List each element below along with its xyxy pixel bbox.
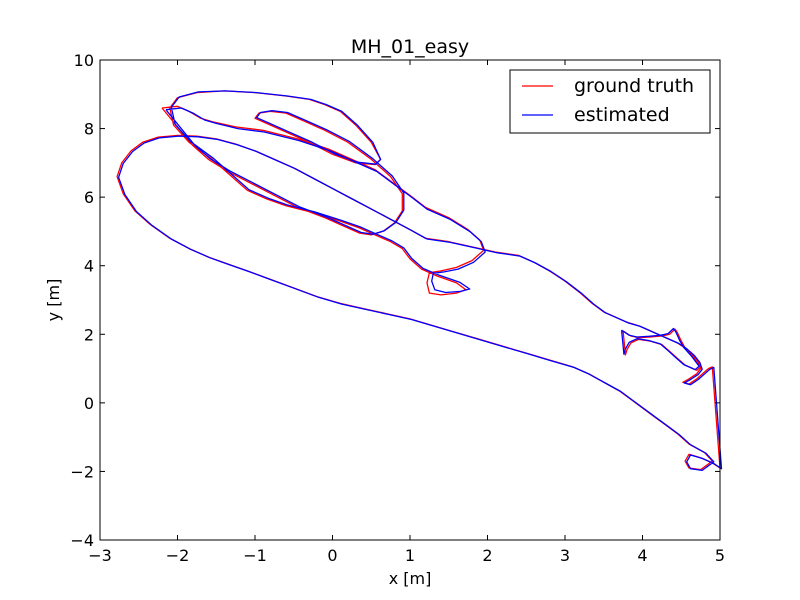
y-tick-label: 10 xyxy=(74,51,94,70)
plot-area xyxy=(116,90,723,472)
y-tick-label: 0 xyxy=(84,394,94,413)
legend-ground-truth-label: ground truth xyxy=(574,75,694,97)
x-tick-label: −3 xyxy=(88,546,112,565)
x-tick-label: 5 xyxy=(715,546,725,565)
series-line-estimated-hook xyxy=(620,327,700,371)
y-tick-label: −2 xyxy=(70,462,94,481)
x-tick-label: 1 xyxy=(405,546,415,565)
y-tick-label: 4 xyxy=(84,257,94,276)
x-axis-label: x [m] xyxy=(389,569,432,588)
x-tick-label: 3 xyxy=(560,546,570,565)
y-axis-label: y [m] xyxy=(44,279,63,322)
chart-title: MH_01_easy xyxy=(351,36,469,58)
series-line-ground-truth-hook xyxy=(622,328,702,371)
x-tick-label: 2 xyxy=(482,546,492,565)
x-axis-ticks: −3 −2 −1 0 1 2 3 4 5 xyxy=(88,60,725,565)
legend-box xyxy=(509,69,711,134)
x-tick-label: −2 xyxy=(166,546,190,565)
y-tick-label: 6 xyxy=(84,188,94,207)
y-tick-label: 2 xyxy=(84,325,94,344)
y-axis-ticks: −4 −2 0 2 4 6 8 10 xyxy=(70,51,720,550)
x-tick-label: 4 xyxy=(637,546,647,565)
x-tick-label: −1 xyxy=(243,546,267,565)
series-line-estimated xyxy=(165,90,486,294)
legend: ground truth estimated xyxy=(509,69,711,134)
legend-estimated-label: estimated xyxy=(574,104,670,126)
y-tick-label: 8 xyxy=(84,120,94,139)
x-tick-label: 0 xyxy=(327,546,337,565)
y-tick-label: −4 xyxy=(70,531,94,550)
